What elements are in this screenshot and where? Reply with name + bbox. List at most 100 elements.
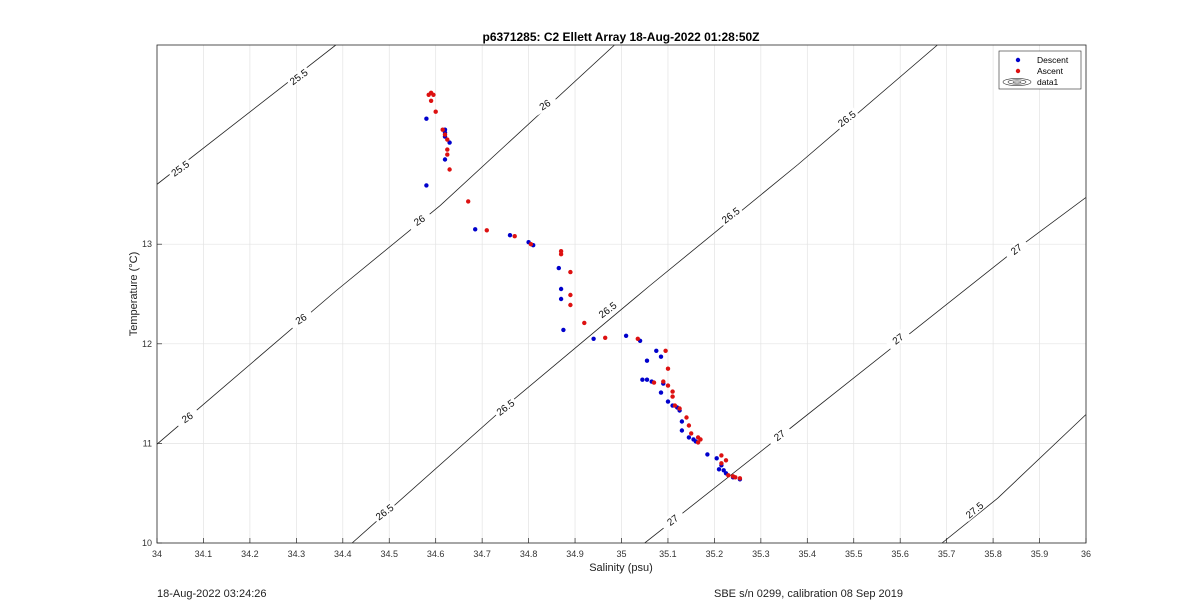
data-points xyxy=(424,90,743,482)
descent-point xyxy=(705,452,710,457)
x-tick-label: 35.5 xyxy=(845,549,863,559)
descent-point xyxy=(561,327,566,333)
ascent-point xyxy=(568,292,573,298)
ascent-point xyxy=(665,383,671,388)
x-tick-label: 34.3 xyxy=(288,549,306,559)
descent-point xyxy=(591,336,596,341)
ascent-point xyxy=(686,423,692,428)
x-tick-label: 35.2 xyxy=(706,549,724,559)
x-tick-label: 36 xyxy=(1081,549,1091,559)
isopycnal-label-bg xyxy=(371,500,398,524)
descent-point xyxy=(558,296,564,302)
ascent-point xyxy=(684,415,689,420)
x-tick-label: 34.7 xyxy=(473,549,491,559)
ascent-point xyxy=(445,152,450,157)
descent-point xyxy=(658,390,664,395)
descent-point xyxy=(658,354,664,359)
isopycnal-label-group: 26 xyxy=(173,405,200,429)
y-tick-label: 11 xyxy=(143,438,152,448)
ascent-point xyxy=(698,437,703,442)
ascent-point xyxy=(672,403,678,408)
descent-point xyxy=(665,399,671,404)
isopycnal-label-bg xyxy=(492,395,518,419)
x-tick-label: 34.4 xyxy=(334,549,352,559)
descent-point xyxy=(654,348,659,353)
ascent-point xyxy=(635,336,640,341)
x-tick-label: 34.2 xyxy=(241,549,259,559)
isopycnal-label-group: 26 xyxy=(531,93,558,116)
chart-title: p6371285: C2 Ellett Array 18-Aug-2022 01… xyxy=(482,30,759,44)
isopycnal-label-bg xyxy=(961,497,987,522)
isopycnal-label-bg xyxy=(833,106,860,130)
isopycnal-label-bg xyxy=(287,307,314,330)
descent-point xyxy=(623,333,629,338)
x-tick-label: 34.8 xyxy=(520,549,538,559)
ascent-point xyxy=(445,147,450,152)
descent-point xyxy=(447,140,452,145)
isopycnal-label-bg xyxy=(173,405,200,429)
ascent-point xyxy=(447,167,452,172)
isopycnal-line-27 xyxy=(644,197,1086,543)
legend-box xyxy=(998,50,1082,90)
x-tick-label: 35.1 xyxy=(659,549,677,559)
descent-point xyxy=(558,286,564,292)
ascent-point xyxy=(558,252,564,257)
ascent-point xyxy=(723,458,729,463)
isopycnal-label-bg xyxy=(659,508,686,532)
ascent-point xyxy=(440,127,445,132)
isopycnal-label-bg xyxy=(531,93,558,116)
descent-point xyxy=(686,435,692,440)
ascent-point xyxy=(670,394,675,399)
ascent-point xyxy=(677,406,682,411)
isopycnal-label-bg xyxy=(717,203,744,227)
x-tick-label: 35.4 xyxy=(799,549,817,559)
ascent-point xyxy=(512,234,517,239)
y-tick-label: 10 xyxy=(142,538,152,548)
x-tick-label: 35.3 xyxy=(752,549,770,559)
y-tick-label: 12 xyxy=(142,339,152,349)
y-tick-label: 13 xyxy=(142,239,152,249)
ascent-point xyxy=(442,132,448,137)
x-tick-label: 34.9 xyxy=(566,549,584,559)
ascent-point xyxy=(603,335,608,340)
ascent-point xyxy=(466,199,471,204)
ascent-point xyxy=(428,98,434,104)
ascent-point xyxy=(663,348,668,353)
ascent-point xyxy=(661,379,666,384)
isopycnal-label-bg xyxy=(884,326,911,351)
ascent-point xyxy=(689,431,694,436)
x-tick-label: 34.1 xyxy=(195,549,213,559)
y-axis-label: Temperature (°C) xyxy=(128,252,140,336)
ascent-point xyxy=(726,473,731,478)
legend-ascent-label: Ascent xyxy=(1037,66,1064,76)
x-tick-label: 35.6 xyxy=(891,549,909,559)
x-tick-label: 35.7 xyxy=(938,549,956,559)
isopycnal-label-bg xyxy=(166,156,193,180)
legend-ascent-marker xyxy=(1015,68,1021,74)
descent-point xyxy=(640,377,645,382)
legend-data1-label: data1 xyxy=(1037,77,1059,87)
ascent-point xyxy=(484,228,489,233)
descent-point xyxy=(424,116,429,121)
ascent-point xyxy=(568,269,573,275)
isopycnal-label-group: 26 xyxy=(406,208,433,232)
descent-point xyxy=(679,428,685,433)
descent-point xyxy=(424,183,429,188)
ascent-point xyxy=(733,475,738,480)
isopycnal-label-bg xyxy=(766,423,792,447)
isopycnal-line-26 xyxy=(157,45,615,445)
axes: 34 34.1 34.2 34.3 34.4 34.5 34.6 34.7 34.8 34.9 35… xyxy=(142,239,1091,559)
legend-descent-marker xyxy=(1015,57,1021,63)
grid xyxy=(156,45,1087,544)
isopycnal-label-bg xyxy=(594,297,621,322)
legend: Descent Ascent data1 xyxy=(998,50,1082,90)
descent-point xyxy=(714,456,719,461)
descent-point xyxy=(716,467,722,472)
descent-point xyxy=(644,377,650,382)
x-tick-label: 35.8 xyxy=(984,549,1002,559)
descent-point xyxy=(679,419,685,424)
legend-contour-icon xyxy=(1002,78,1032,86)
ascent-point xyxy=(719,453,724,458)
x-axis-label: Salinity (psu) xyxy=(589,562,653,574)
isopycnal-label-bg xyxy=(285,64,312,88)
